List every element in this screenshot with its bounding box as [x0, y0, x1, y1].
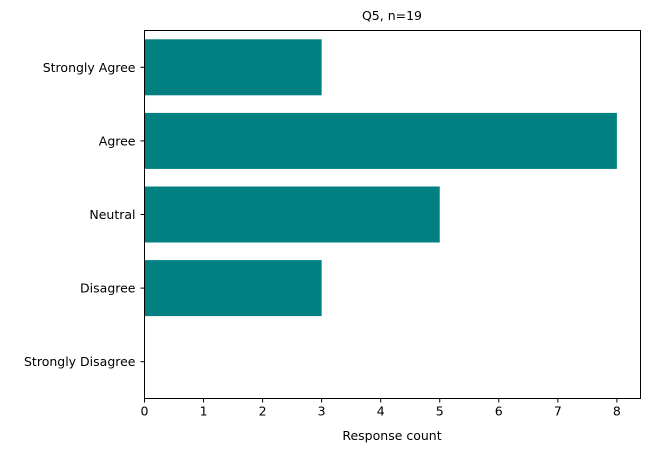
plot-frame [144, 30, 641, 399]
bar-neutral [144, 186, 440, 243]
y-tick-label: Strongly Agree [43, 60, 136, 75]
x-tick-label: 6 [495, 404, 503, 419]
x-tick-label: 4 [377, 404, 385, 419]
x-tick-label: 1 [200, 404, 208, 419]
y-axis-ticks: Strongly Agree Agree Neutral Disagree Strong… [24, 60, 145, 369]
bar-agree [144, 112, 617, 169]
x-tick-label: 8 [613, 404, 621, 419]
chart-title: Q5, n=19 [362, 8, 422, 23]
x-tick-label: 2 [259, 404, 267, 419]
y-tick-label: Neutral [89, 207, 135, 222]
x-tick-label: 7 [554, 404, 562, 419]
x-axis-ticks: 0 1 2 3 4 5 6 7 8 [141, 398, 621, 419]
bars-group [144, 39, 617, 317]
y-tick-label: Disagree [80, 281, 136, 296]
bar-disagree [144, 260, 322, 317]
x-axis-label: Response count [342, 428, 441, 443]
x-tick-label: 3 [318, 404, 326, 419]
x-tick-label: 0 [141, 404, 149, 419]
y-tick-label: Agree [99, 133, 136, 148]
y-tick-label: Strongly Disagree [24, 354, 136, 369]
x-tick-label: 5 [436, 404, 444, 419]
bar-strongly-agree [144, 39, 322, 96]
